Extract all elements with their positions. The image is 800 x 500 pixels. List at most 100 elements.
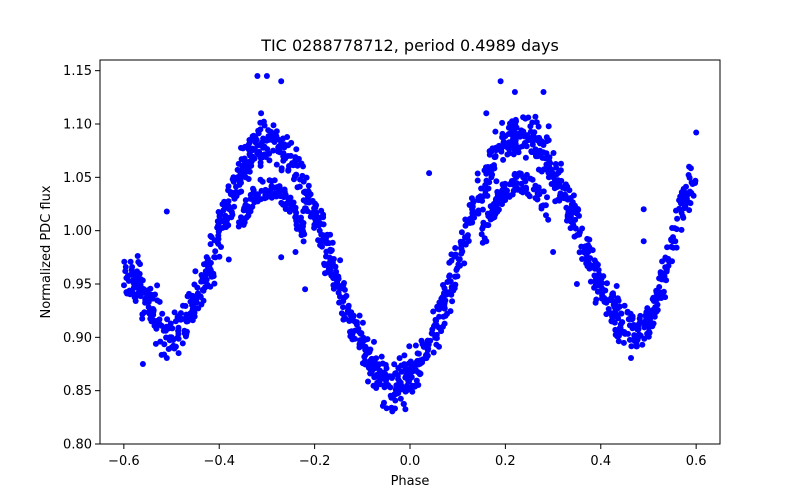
data-point: [186, 290, 192, 297]
data-point: [273, 135, 280, 142]
data-point: [300, 223, 306, 230]
data-point: [163, 334, 170, 341]
data-point: [626, 322, 633, 329]
data-point: [395, 381, 402, 388]
data-point: [250, 132, 257, 139]
data-point: [281, 144, 288, 151]
data-point: [413, 377, 420, 384]
data-point: [536, 191, 543, 198]
data-point: [455, 261, 462, 268]
data-point: [328, 247, 335, 254]
data-point: [203, 254, 210, 261]
data-point: [350, 312, 357, 319]
data-point: [171, 309, 178, 316]
data-point: [562, 193, 569, 199]
data-point: [483, 238, 490, 245]
data-point: [247, 205, 254, 212]
data-point: [144, 292, 151, 298]
data-point: [475, 194, 482, 201]
data-point: [452, 251, 459, 258]
data-point: [679, 213, 686, 220]
y-tick-label: 1.00: [63, 224, 92, 239]
data-point: [545, 216, 552, 223]
data-point: [656, 294, 663, 301]
data-point: [263, 73, 270, 79]
data-point: [323, 248, 330, 255]
data-point: [538, 168, 545, 175]
data-point: [268, 194, 275, 201]
data-point: [621, 302, 628, 309]
data-point: [225, 187, 232, 194]
data-point: [511, 89, 518, 95]
data-point: [270, 147, 277, 154]
data-point: [122, 268, 129, 275]
data-point: [336, 299, 343, 306]
data-point: [134, 253, 141, 259]
data-point: [636, 315, 643, 322]
data-point: [245, 141, 252, 148]
data-point: [192, 297, 199, 304]
data-point: [586, 265, 593, 272]
data-point: [574, 232, 581, 238]
data-point: [444, 289, 451, 296]
data-point: [485, 164, 491, 170]
data-point: [257, 159, 264, 166]
data-point: [576, 212, 582, 219]
data-point: [573, 281, 580, 287]
data-point: [686, 207, 693, 214]
data-point: [285, 167, 292, 174]
data-point: [263, 194, 270, 201]
data-point: [518, 127, 525, 134]
x-tick-label: −0.6: [108, 454, 140, 469]
data-point: [240, 221, 247, 228]
data-point: [499, 119, 506, 126]
data-point: [215, 209, 222, 215]
data-point: [594, 280, 601, 287]
data-point: [182, 333, 189, 340]
data-point: [164, 316, 171, 323]
data-point: [543, 212, 549, 219]
data-point: [570, 221, 577, 228]
data-point: [248, 153, 255, 160]
data-point: [678, 226, 685, 233]
data-point: [205, 262, 212, 269]
x-tick-label: 0.0: [400, 454, 421, 469]
x-tick-label: 0.6: [686, 454, 707, 469]
data-point: [258, 110, 265, 117]
data-point: [192, 268, 199, 275]
data-point: [121, 282, 127, 289]
data-point: [444, 310, 450, 317]
data-point: [172, 318, 179, 325]
data-point: [200, 297, 207, 304]
data-point: [280, 194, 287, 201]
data-point: [599, 280, 605, 287]
data-point: [384, 374, 391, 381]
y-tick-label: 0.80: [63, 438, 92, 453]
data-point: [599, 285, 606, 292]
data-point: [293, 146, 300, 153]
data-point: [182, 303, 189, 309]
data-point: [430, 349, 437, 356]
data-point: [345, 309, 352, 316]
data-point: [211, 280, 218, 287]
data-point: [615, 338, 622, 345]
data-point: [593, 296, 600, 303]
data-point: [449, 298, 456, 305]
data-point: [545, 174, 552, 181]
data-point: [268, 183, 275, 190]
data-point: [362, 352, 369, 358]
data-point: [327, 231, 334, 238]
data-point: [645, 324, 652, 331]
data-point: [582, 243, 589, 250]
data-point: [302, 205, 308, 212]
data-point: [488, 170, 495, 177]
data-point: [636, 331, 643, 338]
data-point: [470, 198, 477, 205]
data-point: [499, 201, 505, 208]
data-point: [540, 89, 547, 95]
data-point: [257, 119, 264, 126]
data-point: [233, 183, 239, 190]
data-point: [510, 136, 516, 143]
data-point: [342, 294, 348, 301]
data-point: [552, 161, 559, 167]
